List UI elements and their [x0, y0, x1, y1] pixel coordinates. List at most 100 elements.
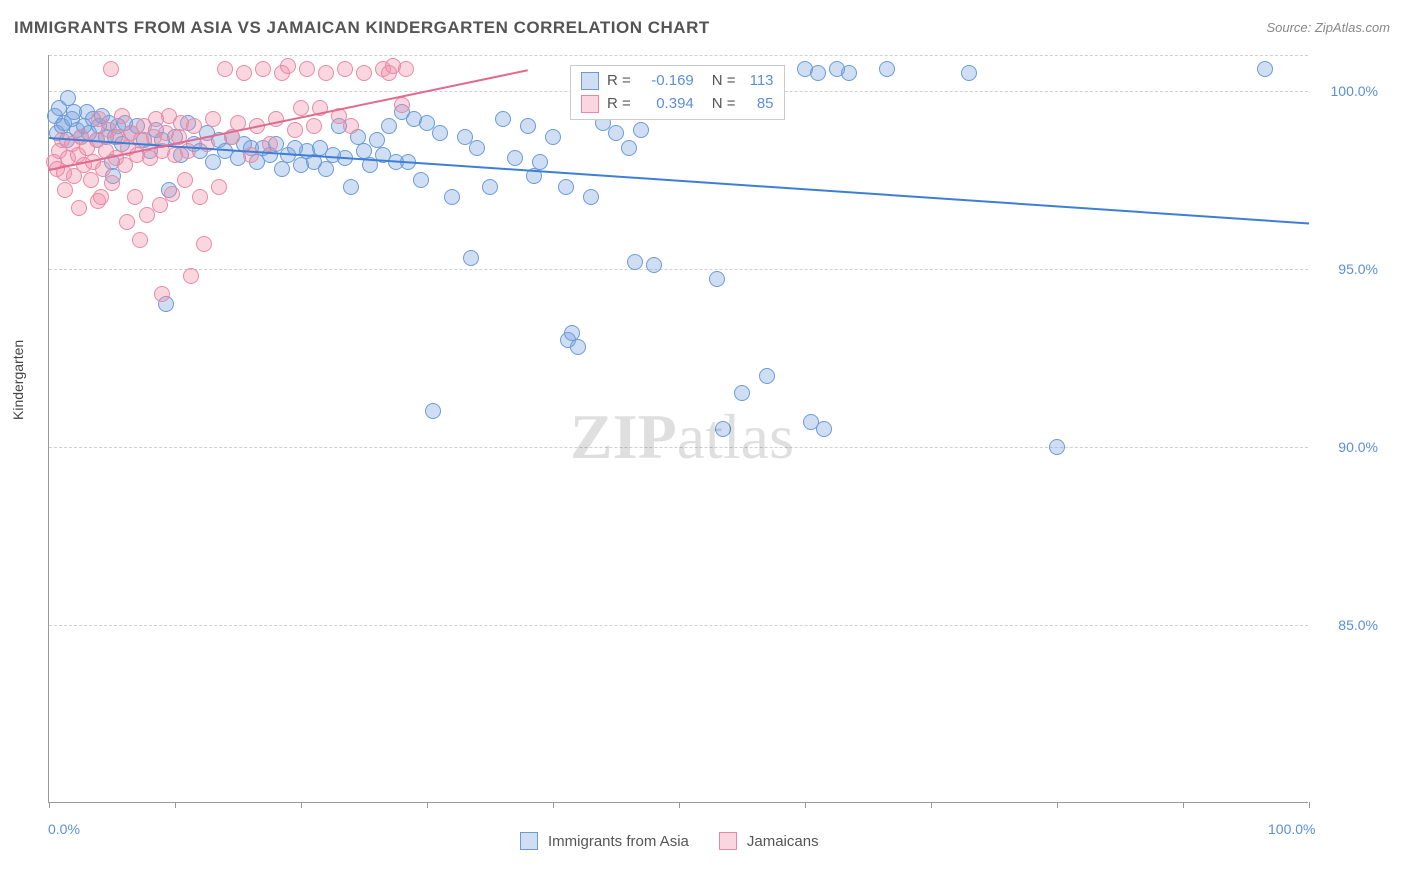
legend-series-name: Jamaicans	[747, 833, 819, 850]
trend-line	[49, 137, 1309, 224]
watermark: ZIPatlas	[570, 400, 794, 474]
y-axis-label: Kindergarten	[10, 340, 26, 420]
x-tick	[1057, 802, 1058, 808]
x-tick	[301, 802, 302, 808]
data-point	[734, 385, 750, 401]
legend-r-value: -0.169	[639, 70, 694, 93]
y-tick-label: 95.0%	[1318, 261, 1378, 277]
data-point	[545, 129, 561, 145]
data-point	[879, 61, 895, 77]
data-point	[1049, 439, 1065, 455]
gridline	[49, 269, 1308, 270]
y-tick-label: 100.0%	[1318, 83, 1378, 99]
data-point	[1257, 61, 1273, 77]
data-point	[93, 189, 109, 205]
data-point	[306, 118, 322, 134]
data-point	[217, 61, 233, 77]
data-point	[841, 65, 857, 81]
data-point	[255, 61, 271, 77]
x-tick	[1183, 802, 1184, 808]
data-point	[394, 97, 410, 113]
data-point	[759, 368, 775, 384]
x-tick	[175, 802, 176, 808]
gridline	[49, 55, 1308, 56]
watermark-zip: ZIP	[570, 401, 677, 472]
data-point	[709, 271, 725, 287]
data-point	[961, 65, 977, 81]
data-point	[205, 111, 221, 127]
data-point	[154, 286, 170, 302]
data-point	[274, 161, 290, 177]
data-point	[463, 250, 479, 266]
legend-n-label: N =	[712, 93, 736, 116]
data-point	[520, 118, 536, 134]
data-point	[627, 254, 643, 270]
legend-n-label: N =	[712, 70, 736, 93]
legend-row: R = 0.394 N = 85	[581, 93, 774, 116]
data-point	[243, 147, 259, 163]
data-point	[127, 189, 143, 205]
data-point	[633, 122, 649, 138]
data-point	[211, 179, 227, 195]
data-point	[318, 65, 334, 81]
data-point	[343, 118, 359, 134]
data-point	[177, 172, 193, 188]
y-tick-label: 85.0%	[1318, 617, 1378, 633]
x-tick	[931, 802, 932, 808]
data-point	[444, 189, 460, 205]
legend-swatch	[520, 832, 538, 850]
y-tick-label: 90.0%	[1318, 439, 1378, 455]
data-point	[71, 200, 87, 216]
data-point	[299, 61, 315, 77]
data-point	[398, 61, 414, 77]
data-point	[343, 179, 359, 195]
correlation-legend: R =-0.169N =113R =0.394N =85	[570, 65, 785, 120]
data-point	[103, 61, 119, 77]
legend-r-label: R =	[607, 93, 631, 116]
data-point	[119, 214, 135, 230]
legend-r-label: R =	[607, 70, 631, 93]
data-point	[293, 100, 309, 116]
data-point	[425, 403, 441, 419]
data-point	[816, 421, 832, 437]
data-point	[318, 161, 334, 177]
x-tick	[49, 802, 50, 808]
data-point	[114, 108, 130, 124]
data-point	[287, 122, 303, 138]
data-point	[381, 118, 397, 134]
data-point	[57, 182, 73, 198]
data-point	[432, 125, 448, 141]
x-tick-label: 0.0%	[48, 821, 80, 837]
chart-title: IMMIGRANTS FROM ASIA VS JAMAICAN KINDERG…	[14, 18, 710, 38]
legend-n-value: 85	[744, 93, 774, 116]
data-point	[583, 189, 599, 205]
data-point	[164, 186, 180, 202]
x-tick-label: 100.0%	[1268, 821, 1315, 837]
data-point	[186, 118, 202, 134]
data-point	[558, 179, 574, 195]
data-point	[532, 154, 548, 170]
legend-r-value: 0.394	[639, 93, 694, 116]
data-point	[132, 232, 148, 248]
data-point	[356, 65, 372, 81]
data-point	[280, 58, 296, 74]
source-attribution: Source: ZipAtlas.com	[1266, 20, 1390, 35]
data-point	[183, 268, 199, 284]
data-point	[196, 236, 212, 252]
data-point	[236, 65, 252, 81]
data-point	[337, 61, 353, 77]
data-point	[469, 140, 485, 156]
x-tick	[1309, 802, 1310, 808]
data-point	[192, 189, 208, 205]
data-point	[413, 172, 429, 188]
x-tick	[553, 802, 554, 808]
data-point	[104, 175, 120, 191]
data-point	[570, 339, 586, 355]
data-point	[621, 140, 637, 156]
series-legend: Immigrants from AsiaJamaicans	[520, 832, 839, 850]
data-point	[810, 65, 826, 81]
legend-row: R =-0.169N =113	[581, 70, 774, 93]
x-tick	[805, 802, 806, 808]
x-tick	[679, 802, 680, 808]
data-point	[262, 136, 278, 152]
